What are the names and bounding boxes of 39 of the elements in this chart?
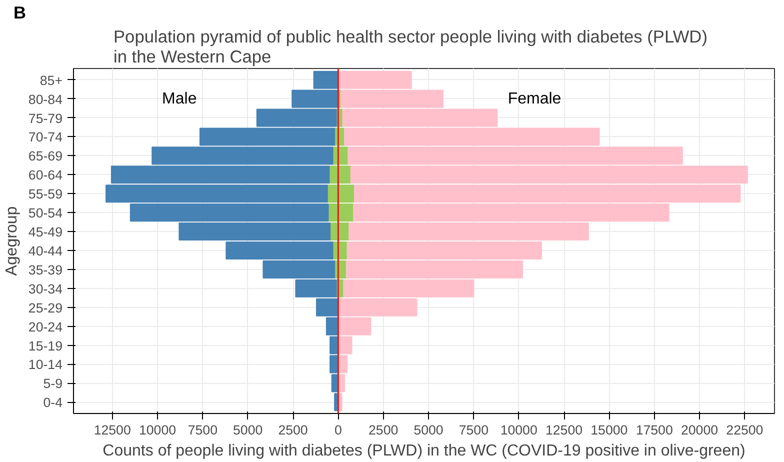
y-tick-label: 30-34 (28, 281, 64, 296)
y-tick-label: 45-49 (28, 224, 63, 240)
x-tick-label: 2500 (368, 422, 398, 438)
y-tick-label: 55-59 (28, 186, 63, 202)
y-tick-label: 40-44 (28, 243, 64, 258)
x-tick-label: 10000 (500, 422, 538, 438)
y-tick-label: 75-79 (28, 110, 63, 126)
y-tick-label: 70-74 (28, 130, 64, 145)
chart-title: Population pyramid of public health sector people living with diabetes (PLWD) in the Western Cape (114, 26, 708, 66)
series-label: Female (508, 90, 562, 108)
y-tick-label: 80-84 (28, 92, 64, 107)
x-tick-label: 7500 (458, 422, 489, 438)
series-label: Male (162, 90, 197, 108)
y-tick-label: 60-64 (28, 168, 64, 183)
y-tick-label: 25-29 (28, 300, 63, 316)
y-axis-title: Agegroup (3, 206, 20, 276)
y-tick-label: 65-69 (28, 148, 63, 164)
text: B (14, 2, 26, 22)
x-tick-label: 5000 (414, 422, 444, 438)
x-tick-label: 12500 (94, 422, 131, 438)
y-tick-label: 20-24 (28, 319, 64, 334)
x-tick-label: 20000 (680, 422, 718, 438)
y-tick-label: 10-14 (28, 357, 64, 372)
x-tick-label: 12500 (545, 422, 583, 438)
y-tick-label: 35-39 (28, 262, 63, 278)
x-tick-label: 10000 (138, 422, 176, 438)
x-tick-label: 2500 (278, 422, 308, 438)
x-axis-title: Counts of people living with diabetes (PLWD) in the WC (COVID-19 positive in olive-green) (102, 442, 746, 460)
x-tick-label: 0 (334, 422, 342, 438)
y-tick-label: 15-19 (28, 338, 63, 354)
x-tick-label: 7500 (188, 422, 218, 438)
x-tick-label: 17500 (636, 422, 673, 438)
x-tick-label: 22500 (726, 422, 764, 438)
y-tick-label: 85+ (40, 72, 63, 88)
x-tick-label: 15000 (590, 422, 628, 438)
y-tick-label: 0-4 (43, 395, 64, 410)
y-tick-label: 50-54 (28, 206, 64, 221)
y-tick-label: 5-9 (43, 376, 62, 392)
x-tick-label: 5000 (233, 422, 263, 438)
